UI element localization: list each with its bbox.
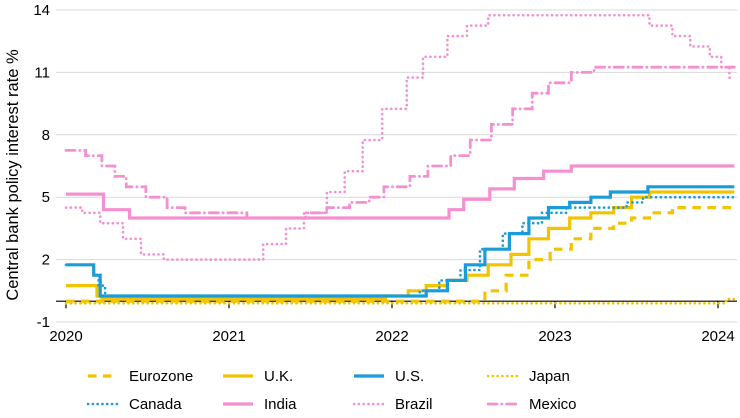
x-tick-label: 2024 — [701, 328, 734, 345]
legend-marker-icon — [87, 402, 119, 406]
legend-label: U.K. — [264, 367, 294, 385]
legend-item-india: India — [222, 396, 353, 413]
legend-label: Brazil — [395, 395, 433, 413]
legend-marker-icon — [88, 374, 118, 378]
legend-item-brazil: Brazil — [353, 396, 487, 413]
legend-marker-icon — [354, 374, 384, 378]
legend-item-eurozone: Eurozone — [87, 368, 222, 385]
y-tick-label: -1 — [37, 314, 50, 331]
y-tick-label: 14 — [33, 2, 50, 19]
series-line-eurozone — [66, 206, 735, 303]
legend-marker-icon — [223, 402, 253, 406]
legend-item-canada: Canada — [87, 396, 222, 413]
x-tick-label: 2023 — [538, 328, 571, 345]
legend-item-uk: U.K. — [222, 368, 353, 385]
legend-item-us: U.S. — [353, 368, 487, 385]
legend-label: Canada — [129, 395, 182, 413]
series-line-india — [66, 164, 735, 220]
y-tick-label: 8 — [42, 127, 50, 144]
legend-label: Japan — [529, 367, 570, 385]
legend-label: Eurozone — [129, 367, 194, 385]
y-tick-label: 11 — [34, 64, 50, 81]
legend-label: U.S. — [395, 367, 425, 385]
legend-item-mexico: Mexico — [487, 396, 577, 413]
chart-plot-area: -1 2 5 8 11 14 2020 2021 2022 2023 2024 — [33, 2, 737, 345]
legend-marker-icon — [353, 402, 385, 406]
series-line-brazil — [64, 13, 736, 261]
x-tick-label: 2022 — [375, 328, 408, 345]
legend-marker-icon — [487, 374, 519, 378]
legend-marker-icon — [223, 374, 253, 378]
series-line-us — [66, 185, 735, 298]
chart-legend: Eurozone U.K. U.S. Japan Canada India Brazil Me… — [87, 362, 737, 418]
legend-row: Canada India Brazil Mexico — [87, 390, 737, 418]
series-line-mexico — [64, 65, 736, 220]
y-tick-label: 2 — [42, 252, 50, 269]
x-tick-label: 2021 — [212, 328, 245, 345]
legend-label: Mexico — [529, 395, 577, 413]
legend-item-japan: Japan — [487, 368, 570, 385]
x-tick-label: 2020 — [49, 328, 82, 345]
y-tick-label: 5 — [42, 189, 50, 206]
series-line-japan — [64, 297, 736, 305]
series-line-canada — [64, 195, 736, 298]
legend-row: Eurozone U.K. U.S. Japan — [87, 362, 737, 390]
legend-label: India — [264, 395, 297, 413]
legend-marker-icon — [487, 402, 519, 406]
